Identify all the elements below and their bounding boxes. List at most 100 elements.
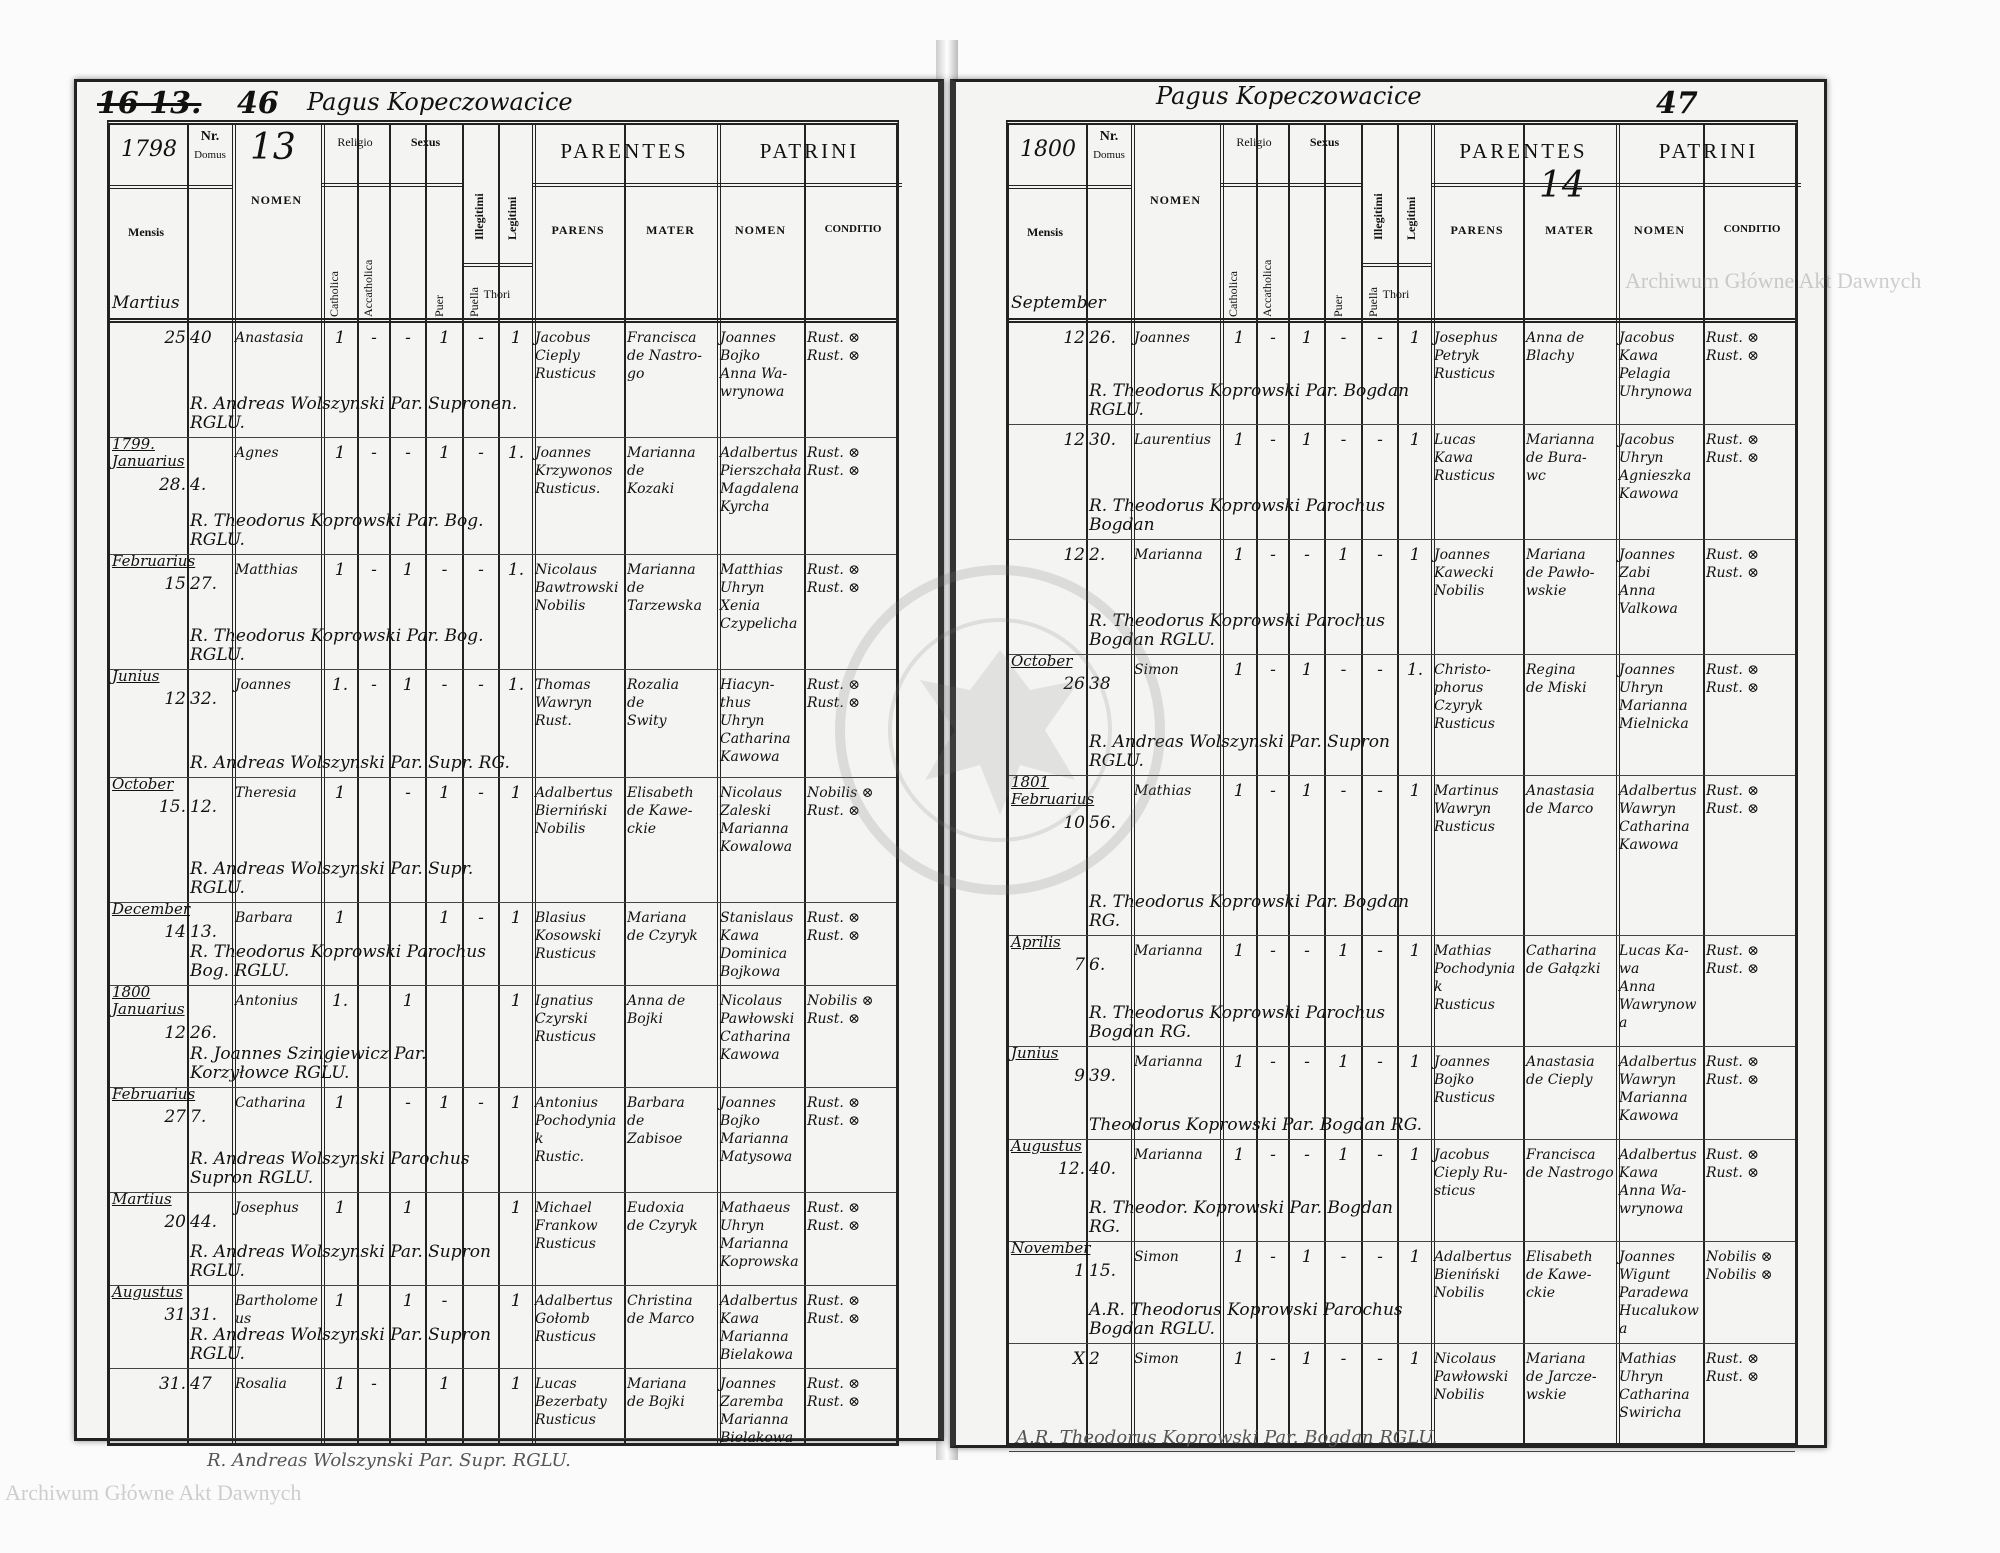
- entry-mark-c6: 1: [510, 783, 522, 803]
- entry-mark-c2: -: [371, 560, 377, 580]
- entry-month: October: [112, 775, 174, 793]
- entry-mark-c6: 1: [510, 1374, 522, 1394]
- column-rule: [717, 125, 721, 1443]
- entry-house-number: 26.: [190, 1023, 218, 1043]
- entry-priest-note: R. Theodor. Koprowski Par. Bogdan RG.: [1089, 1198, 1393, 1237]
- entry-mark-c5: -: [1377, 1247, 1383, 1267]
- entry-name: Antonius: [235, 993, 298, 1009]
- entry-mark-c4: 1: [1338, 1145, 1349, 1165]
- entry-mark-c3: 1: [402, 1198, 414, 1218]
- entry-day: 12: [1063, 328, 1085, 348]
- acatholica-label: Accatholica: [361, 259, 375, 317]
- entry-priest-note: R. Theodorus Koprowski Parochus Bogdan R…: [1089, 1003, 1385, 1042]
- entry-month: Junius: [1011, 1044, 1059, 1062]
- column-rule: [624, 125, 626, 1443]
- entry-priest-note: R. Theodorus Koprowski Par. Bogdan RGLU.: [1089, 381, 1410, 420]
- entry-father: Adalbertus Bierniński Nobilis: [535, 785, 613, 837]
- entry-mother: Marianna de Bura- wc: [1526, 432, 1595, 484]
- month-label: Martius: [112, 293, 180, 313]
- entry-godparent-status: Rust. ⊗ Rust. ⊗: [807, 1200, 860, 1234]
- entry-priest-note: R. Andreas Wolszynski Par. Supron RGLU.: [190, 1242, 491, 1281]
- entry-month: Martius: [112, 1190, 172, 1208]
- entry-godparent-status: Rust. ⊗ Rust. ⊗: [1706, 1054, 1759, 1088]
- entry-godparent-status: Rust. ⊗ Rust. ⊗: [807, 1293, 860, 1327]
- entry-mark-c5: -: [1377, 545, 1383, 565]
- entry-mark-c3: 1: [402, 675, 414, 695]
- entry-mother: Mariana de Bojki: [627, 1376, 687, 1410]
- table-row: December 14 13. Barbara 1 1 - 1 Blasius Kosowski…: [110, 901, 896, 986]
- entry-father: Joannes Krzywonos Rusticus.: [535, 445, 613, 497]
- entry-priest-note: R. Joannes Szingiewicz Par. Korzyłowce R…: [190, 1044, 427, 1083]
- entry-mark-c6: 1: [510, 908, 522, 928]
- entry-mark-c4: -: [1340, 660, 1347, 680]
- entry-mother: Anna de Bojki: [627, 993, 686, 1027]
- entry-house-number: 47: [190, 1374, 212, 1394]
- entry-mark-c1: 1: [1233, 1145, 1245, 1165]
- footer-note: R. Andreas Wolszynski Par. Supr. RGLU.: [207, 1450, 571, 1471]
- entry-day: 15: [164, 574, 186, 594]
- entry-mark-c6: 1.: [507, 560, 525, 580]
- entry-mother: Anastasia de Marco: [1526, 783, 1595, 817]
- entry-godparent-status: Rust. ⊗ Rust. ⊗: [1706, 1351, 1759, 1385]
- entry-mark-c2: -: [1270, 1349, 1276, 1369]
- rule: [462, 263, 532, 267]
- entry-mark-c2: -: [371, 328, 377, 348]
- entry-name: Bartholomeus: [235, 1293, 318, 1327]
- entry-mark-c5: -: [478, 1093, 484, 1113]
- eagle-emblem-icon: [920, 650, 1080, 815]
- entry-godparents: Hiacyn- thus Uhryn Catharina Kawowa: [720, 677, 791, 765]
- parens-label: PARENS: [551, 223, 605, 237]
- entry-mark-c1: 1: [334, 560, 346, 580]
- table-row: Augustus 31 31. Bartholomeus 1 1 - 1 Adalbertus …: [110, 1284, 896, 1369]
- entry-mark-c1: 1: [334, 1093, 346, 1113]
- entry-month: Junius: [112, 667, 160, 685]
- entry-mark-c1: 1: [1233, 1247, 1245, 1267]
- entry-father: Adalbertus Gołomb Rusticus: [535, 1293, 613, 1345]
- entry-name: Simon: [1134, 1351, 1179, 1367]
- entry-mark-c4: 1: [439, 1093, 450, 1113]
- sexus-label: Sexus: [410, 135, 441, 149]
- entry-godparent-status: Rust. ⊗ Rust. ⊗: [1706, 1147, 1759, 1181]
- entry-mark-c2: -: [1270, 1145, 1276, 1165]
- entry-mark-c1: 1: [334, 1198, 346, 1218]
- entry-mother: Marianna de Tarzewska: [627, 562, 702, 614]
- table-row: Augustus 12. 40. Marianna 1 - - 1 - 1 Jacobus Ciep…: [1009, 1138, 1795, 1242]
- column-rule: [357, 125, 359, 1443]
- nomen-label: NOMEN: [251, 193, 302, 207]
- entry-day: 31: [164, 1305, 186, 1325]
- entry-priest-note: R. Theodorus Koprowski Parochus Bogdan R…: [1089, 611, 1385, 650]
- entry-godparents: Lucas Ka- wa Anna Wawrynowa: [1619, 943, 1697, 1031]
- entry-mark-c1: 1: [334, 783, 346, 803]
- entry-day: 12: [1063, 430, 1085, 450]
- entry-mark-c2: -: [1270, 941, 1276, 961]
- entry-mark-c6: 1.: [507, 443, 525, 463]
- table-row: Februarius 27 7. Catharina 1 - 1 - 1 Antonius Poc…: [110, 1086, 896, 1193]
- entry-mark-c6: 1: [1409, 781, 1421, 801]
- column-rule: [462, 125, 464, 1443]
- entry-house-number: 44.: [190, 1212, 218, 1232]
- entry-mark-c3: 1: [402, 1291, 414, 1311]
- entry-house-number: 38: [1089, 674, 1111, 694]
- entry-name: Joannes: [1134, 330, 1190, 346]
- struck-page-number: 16 13.: [97, 86, 202, 121]
- table-row: 12 30. Laurentius 1 - 1 - - 1 Lucas Kawa Rusticus…: [1009, 425, 1795, 540]
- entry-godparents: Joannes Uhryn Marianna Mielnicka: [1619, 662, 1689, 732]
- entry-godparents: Adalbertus Wawryn Catharina Kawowa: [1619, 783, 1697, 853]
- entry-mother: Anastasia de Cieply: [1526, 1054, 1595, 1088]
- entry-godparents: Adalbertus Pierszchała Magdalena Kyrcha: [720, 445, 802, 515]
- nr-label: Nr.: [1099, 129, 1119, 144]
- entry-month: 1800 Januarius: [112, 983, 185, 1018]
- entry-day: 12.: [1057, 1159, 1085, 1179]
- entry-mark-c4: -: [1340, 1349, 1347, 1369]
- entry-day: 9: [1074, 1066, 1085, 1086]
- column-rule: [532, 125, 536, 1443]
- entry-godparent-status: Nobilis ⊗ Rust. ⊗: [807, 993, 874, 1027]
- entry-father: Jacobus Cieply Ru- sticus: [1434, 1147, 1508, 1199]
- table-row: November 1 15. Simon 1-1- -1 Adalbertus Bieniń…: [1009, 1240, 1795, 1344]
- entry-priest-note: R. Andreas Wolszynski Par. Supronen. RGL…: [190, 394, 518, 433]
- entry-godparent-status: Rust. ⊗ Rust. ⊗: [1706, 662, 1759, 696]
- column-rule: [389, 125, 391, 1443]
- entry-day: 31.: [158, 1374, 186, 1394]
- catholica-label: Catholica: [1226, 271, 1240, 317]
- entry-mark-c3: 1: [1301, 660, 1313, 680]
